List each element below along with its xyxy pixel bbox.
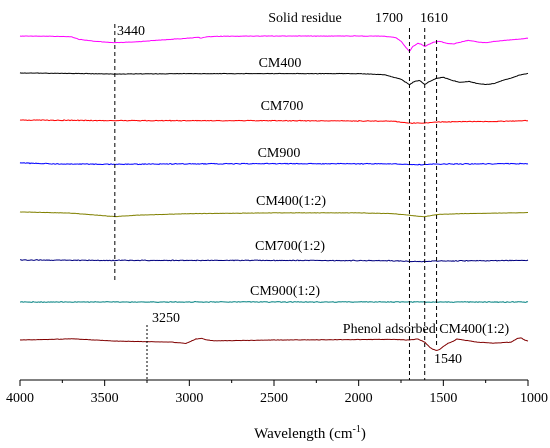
series-line-1 [19, 72, 529, 86]
series-label-4: CM400(1:2) [256, 194, 326, 209]
x-tick-label-4000: 4000 [6, 391, 34, 406]
series-label-7: Phenol adsorbed CM400(1:2) [343, 322, 510, 337]
series-label-6: CM900(1:2) [250, 284, 320, 299]
series-line-0 [19, 35, 529, 52]
x-tick-label-1500: 1500 [429, 391, 457, 406]
x-axis-title-superscript: -1 [353, 424, 361, 435]
x-tick-label-3000: 3000 [175, 391, 203, 406]
peak-label-3440: 3440 [117, 24, 145, 39]
series-layer [19, 35, 529, 351]
x-tick-label-1000: 1000 [520, 391, 548, 406]
reference-lines [114, 24, 438, 380]
series-line-4 [19, 211, 529, 218]
x-tick-label-2000: 2000 [345, 391, 373, 406]
x-tick-label-2500: 2500 [260, 391, 288, 406]
peak-annotations: 3440 3250 1700 1610 1540 [117, 11, 462, 367]
series-line-5 [20, 259, 529, 263]
series-label-2: CM700 [261, 99, 304, 114]
peak-label-1540: 1540 [434, 352, 462, 367]
series-line-3 [19, 162, 529, 166]
peak-label-1610: 1610 [420, 11, 448, 26]
x-axis-title: Wavelength (cm-1) [254, 424, 366, 442]
x-tick-label-3500: 3500 [91, 391, 119, 406]
series-labels: Solid residue CM400 CM700 CM900 CM400(1:2) CM… [250, 11, 510, 337]
series-label-0: Solid residue [268, 11, 342, 26]
peak-label-1700: 1700 [375, 11, 403, 26]
series-label-5: CM700(1:2) [255, 239, 325, 254]
series-label-1: CM400 [259, 56, 302, 71]
peak-label-3250: 3250 [152, 311, 180, 326]
series-line-7 [19, 337, 529, 351]
x-axis: 4000 3500 3000 2500 2000 1500 1000 [6, 379, 548, 406]
series-line-2 [19, 119, 529, 124]
series-line-6 [19, 300, 529, 304]
series-label-3: CM900 [258, 146, 301, 161]
